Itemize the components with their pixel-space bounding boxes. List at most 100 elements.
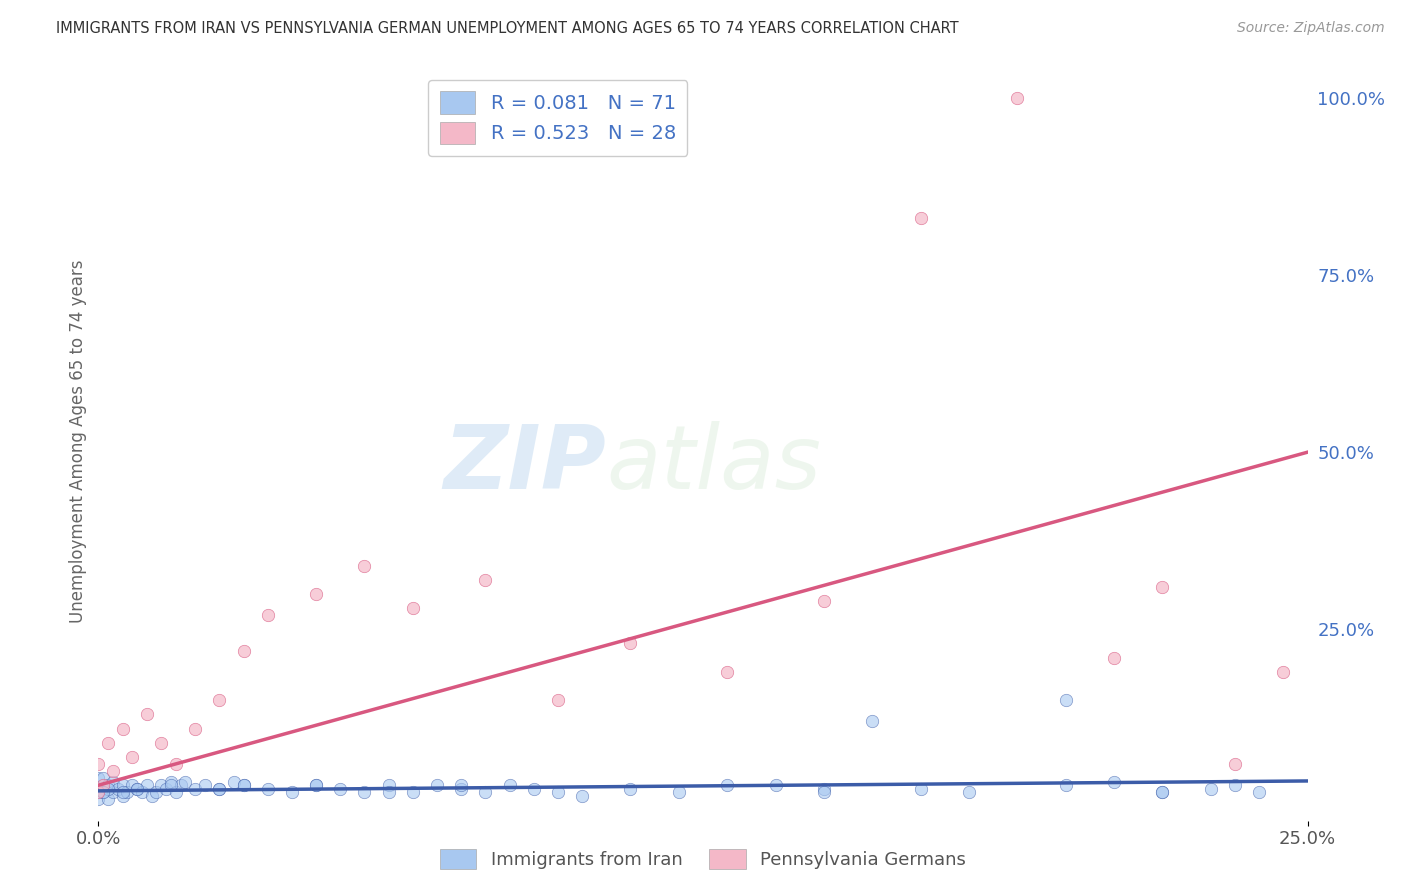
Point xyxy=(910,211,932,226)
Point xyxy=(184,722,207,736)
Point xyxy=(256,781,278,796)
Point xyxy=(813,785,835,799)
Point xyxy=(141,789,163,803)
Point xyxy=(1199,781,1222,796)
Point xyxy=(87,771,110,785)
Point xyxy=(101,785,124,799)
Point xyxy=(426,778,449,792)
Point xyxy=(101,764,124,778)
Point xyxy=(571,789,593,803)
Point xyxy=(957,785,980,799)
Point xyxy=(150,736,173,750)
Point xyxy=(91,771,114,785)
Point xyxy=(174,774,197,789)
Point xyxy=(121,778,143,792)
Point xyxy=(111,789,134,803)
Point xyxy=(1152,785,1174,799)
Point xyxy=(87,792,110,806)
Point xyxy=(91,778,114,792)
Point xyxy=(222,774,245,789)
Point xyxy=(160,774,183,789)
Point xyxy=(402,785,425,799)
Point xyxy=(353,785,375,799)
Point xyxy=(208,781,231,796)
Text: IMMIGRANTS FROM IRAN VS PENNSYLVANIA GERMAN UNEMPLOYMENT AMONG AGES 65 TO 74 YEA: IMMIGRANTS FROM IRAN VS PENNSYLVANIA GER… xyxy=(56,21,959,36)
Point xyxy=(160,778,183,792)
Point xyxy=(813,781,835,796)
Point xyxy=(716,665,738,679)
Point xyxy=(716,778,738,792)
Point xyxy=(1102,774,1125,789)
Point xyxy=(232,778,254,792)
Point xyxy=(1102,650,1125,665)
Text: atlas: atlas xyxy=(606,421,821,508)
Point xyxy=(87,756,110,771)
Point xyxy=(150,778,173,792)
Point xyxy=(305,587,328,601)
Point xyxy=(474,573,496,587)
Point xyxy=(305,778,328,792)
Point xyxy=(194,778,217,792)
Point xyxy=(281,785,304,799)
Point xyxy=(107,781,129,796)
Point xyxy=(169,778,191,792)
Point xyxy=(256,608,278,623)
Point xyxy=(668,785,690,799)
Point xyxy=(547,785,569,799)
Point xyxy=(87,785,110,799)
Point xyxy=(1152,785,1174,799)
Point xyxy=(127,781,149,796)
Point xyxy=(450,781,472,796)
Y-axis label: Unemployment Among Ages 65 to 74 years: Unemployment Among Ages 65 to 74 years xyxy=(69,260,87,624)
Point xyxy=(131,785,153,799)
Point xyxy=(111,722,134,736)
Point xyxy=(135,778,157,792)
Point xyxy=(87,785,110,799)
Point xyxy=(305,778,328,792)
Point xyxy=(97,781,120,796)
Point xyxy=(329,781,352,796)
Point xyxy=(155,781,177,796)
Point xyxy=(1272,665,1295,679)
Point xyxy=(498,778,520,792)
Point xyxy=(1054,778,1077,792)
Point xyxy=(117,785,139,799)
Point xyxy=(165,785,187,799)
Point xyxy=(619,781,641,796)
Point xyxy=(111,778,134,792)
Point xyxy=(450,778,472,792)
Point xyxy=(165,756,187,771)
Point xyxy=(813,594,835,608)
Point xyxy=(619,636,641,650)
Point xyxy=(232,778,254,792)
Point xyxy=(1249,785,1271,799)
Point xyxy=(1223,778,1246,792)
Point xyxy=(111,785,134,799)
Point xyxy=(474,785,496,799)
Point xyxy=(402,601,425,615)
Point xyxy=(91,785,114,799)
Point xyxy=(145,785,167,799)
Text: Source: ZipAtlas.com: Source: ZipAtlas.com xyxy=(1237,21,1385,35)
Point xyxy=(1223,756,1246,771)
Point xyxy=(91,785,114,799)
Point xyxy=(101,774,124,789)
Point xyxy=(1007,91,1029,105)
Point xyxy=(377,778,399,792)
Point xyxy=(232,643,254,657)
Point xyxy=(910,781,932,796)
Point xyxy=(1152,580,1174,594)
Point xyxy=(184,781,207,796)
Point xyxy=(353,558,375,573)
Point xyxy=(97,792,120,806)
Point xyxy=(208,781,231,796)
Point xyxy=(860,714,883,729)
Point xyxy=(121,750,143,764)
Point xyxy=(127,781,149,796)
Point xyxy=(523,781,546,796)
Point xyxy=(1054,693,1077,707)
Text: ZIP: ZIP xyxy=(443,421,606,508)
Point xyxy=(97,778,120,792)
Point xyxy=(377,785,399,799)
Point xyxy=(765,778,787,792)
